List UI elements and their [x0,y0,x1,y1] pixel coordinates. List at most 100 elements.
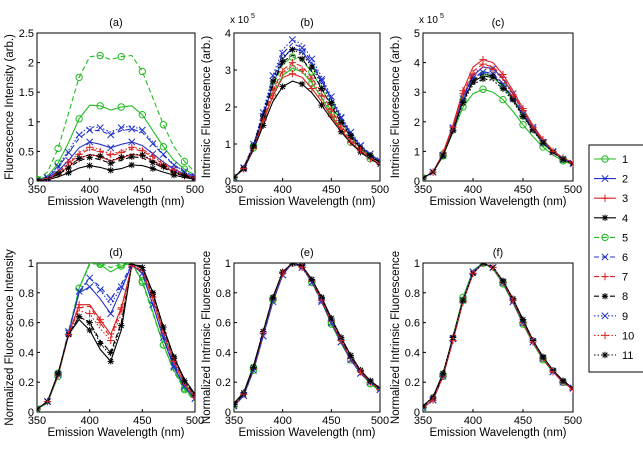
legend-marker-4 [601,214,609,221]
data-point-10 [298,263,306,272]
data-point-11 [347,352,354,359]
series-line-11 [234,49,380,178]
data-point-10 [149,152,157,160]
data-point-10 [128,143,136,151]
y-tick-label: 1 [414,146,420,158]
series-line-1 [37,104,195,181]
panel-d: (d) 350 400 450 500 0 0.2 0.4 0.6 0.8 1 Emission Wa… [4,247,204,439]
data-point-11 [308,63,316,71]
data-point-10 [489,65,497,74]
data-point-8 [489,72,497,80]
data-point-11 [308,276,316,283]
legend-label-7: 7 [622,272,628,284]
y-tick-label: 3 [225,65,231,77]
series-line-8 [37,263,195,410]
data-point-4 [86,162,93,169]
y-tick-label: 0.4 [405,347,420,359]
plot-area [422,262,574,413]
data-point-11 [97,340,104,347]
series-line-9 [234,39,380,178]
data-point-11 [328,314,335,322]
x-tick-label: 350 [28,415,46,427]
x-tick-label: 450 [322,415,340,427]
y-tick-label: 0.8 [19,288,34,300]
data-point-1 [519,121,527,129]
data-point-10 [376,159,380,168]
series-line-11 [423,263,573,407]
series-line-5 [423,73,573,179]
y-tick-label: 4 [414,58,420,70]
data-point-11 [250,142,257,150]
y-tick-label: 2 [225,102,231,114]
data-point-5 [138,278,147,287]
data-point-1 [138,110,147,119]
data-point-10 [449,336,457,345]
x-tick-label: 450 [133,415,151,427]
x-tick-label: 350 [28,184,46,196]
data-point-3 [308,84,316,93]
data-point-9 [54,162,62,170]
data-point-11 [160,323,167,331]
data-point-11 [118,322,125,329]
series-line-4 [234,80,380,178]
data-point-4 [86,326,93,334]
y-tick-label: 0 [225,176,231,188]
data-point-10 [337,336,345,345]
data-point-11 [479,75,487,83]
data-point-10 [449,123,457,131]
data-point-4 [279,83,286,90]
series-line-9 [423,263,573,408]
data-point-11 [250,364,257,371]
series-group [37,51,195,181]
panel-f: (f) 350 400 450 500 0 0.2 0.4 0.6 0.8 1 Emission Wa… [390,247,582,439]
y-tick-label: 3 [414,87,420,99]
data-point-8 [469,77,477,84]
data-point-6 [107,131,115,139]
series-line-7 [37,148,195,181]
x-axis-label: Emission Wavelength (nm) [239,196,376,208]
data-point-11 [367,152,374,159]
data-point-11 [75,155,83,162]
data-point-10 [298,66,306,74]
data-point-9 [269,71,277,80]
data-point-10 [509,296,517,304]
data-point-5 [96,263,104,267]
legend-marker-6 [601,253,609,261]
data-point-11 [181,172,188,179]
data-point-8 [149,159,157,166]
data-point-11 [499,277,507,285]
data-point-11 [367,377,374,384]
y-tick-label: 0 [414,407,420,419]
x-tick-label: 350 [225,415,243,427]
x-axis-label: Emission Wavelength (nm) [430,196,567,208]
y-tick-label: 1 [28,258,34,270]
plot-area [233,262,381,413]
y-axis-label: Intrinsic Fluorescence (arb.) [201,36,213,179]
y-tick-label: 1 [225,258,231,270]
data-point-11 [181,377,188,384]
data-point-10 [85,143,94,151]
data-point-11 [75,313,83,320]
legend-label-10: 10 [622,330,634,342]
data-point-11 [459,297,467,304]
panel-title: (d) [109,247,122,259]
data-point-10 [509,91,517,99]
legend-label-5: 5 [622,232,628,244]
data-point-2 [107,310,115,318]
data-point-2 [86,138,94,146]
data-point-9 [347,128,355,136]
legend-label-6: 6 [622,252,628,264]
x-tick-label: 400 [464,184,482,196]
data-point-11 [439,152,447,160]
data-point-11 [459,99,467,106]
data-point-4 [260,122,267,129]
y-tick-label: 1.5 [19,87,34,99]
data-point-9 [96,124,104,132]
data-point-8 [298,55,306,63]
y-tick-label: 0 [28,407,34,419]
data-point-9 [159,333,167,342]
x-axis-label: Emission Wavelength (nm) [48,427,185,439]
x-tick-label: 400 [273,184,291,196]
y-tick-label: 0.6 [19,318,34,330]
